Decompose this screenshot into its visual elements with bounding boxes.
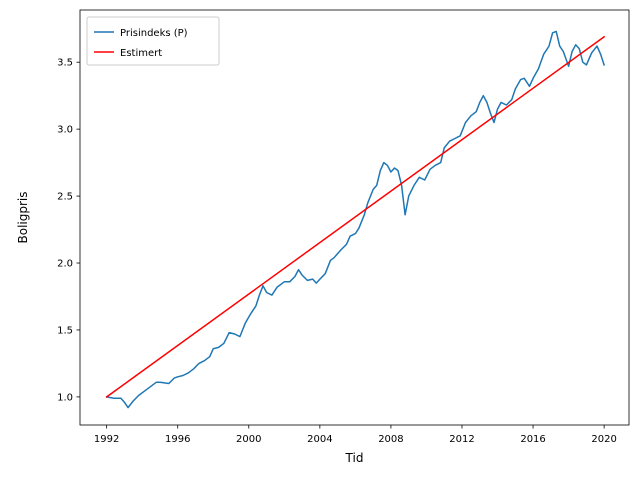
y-tick-label: 1.5 [57,325,73,336]
x-tick-label: 2008 [378,434,403,445]
y-tick-label: 1.0 [57,392,73,403]
legend-box [86,16,220,66]
x-axis-label: Tid [345,451,364,465]
x-tick-label: 1992 [94,434,119,445]
series-line-0 [105,30,606,409]
plot-frame [79,9,630,426]
x-axis-ticks: 1992 1996 2000 2004 2008 2012 2016 2020 [94,425,617,445]
x-tick-label: 2004 [307,434,332,445]
y-axis-label: Boligpris [16,192,30,244]
legend: Prisindeks (P) Estimert [86,16,220,66]
x-tick-label: 1996 [165,434,190,445]
legend-label-1: Estimert [120,48,162,59]
legend-label-0: Prisindeks (P) [120,28,188,39]
y-tick-label: 2.5 [57,192,73,203]
y-tick-label: 3.5 [57,58,73,69]
x-tick-label: 2016 [520,434,545,445]
y-tick-label: 2.0 [57,259,73,270]
y-axis-ticks: 1.0 1.5 2.0 2.5 3.0 3.5 [57,58,80,403]
series-line-1 [105,35,606,398]
x-tick-label: 2012 [449,434,474,445]
y-tick-label: 3.0 [57,125,73,136]
series-layer [105,30,606,409]
x-tick-label: 2020 [591,434,616,445]
x-tick-label: 2000 [236,434,261,445]
